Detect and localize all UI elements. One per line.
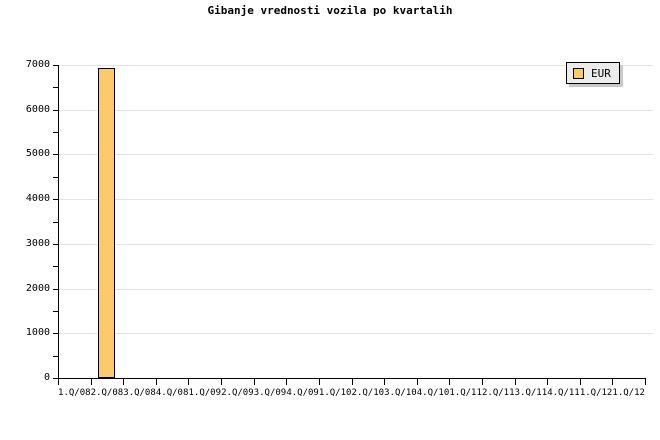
gridline [58, 243, 653, 245]
x-axis-tick [547, 379, 548, 385]
y-axis-tick [53, 288, 58, 290]
x-axis-tick-label: 1.Q/10 [318, 388, 352, 398]
x-axis-tick-label: 4.Q/09 [286, 388, 319, 398]
x-axis-tick-label: 2.Q/11 [481, 388, 515, 398]
x-axis-tick [384, 379, 385, 385]
x-axis-tick-label: 2.Q/09 [221, 388, 254, 398]
x-axis-tick [221, 379, 222, 385]
x-axis-tick-label: 4.Q/08 [155, 388, 189, 398]
y-axis-tick-label: 1000 [25, 327, 50, 339]
x-axis-tick-label: 1.Q/12 [579, 388, 613, 398]
x-axis-tick-label: 2.Q/10 [351, 388, 385, 398]
x-axis-labels: 1.Q/08 2.Q/08 3.Q/08 4.Q/08 1.Q/09 2.Q/09 3.Q/… [0, 387, 660, 401]
x-axis-tick [580, 379, 581, 385]
y-axis-tick-label: 5000 [25, 148, 50, 160]
x-axis-tick-label: 3.Q/09 [253, 388, 287, 398]
x-axis-line [58, 378, 646, 379]
y-axis-tick [53, 355, 58, 357]
legend[interactable]: EUR [566, 62, 620, 84]
x-axis-tick-label: 1.Q/08 [58, 388, 91, 398]
x-axis-tick-label: 3.Q/11 [514, 388, 548, 398]
x-axis-tick-label: 2.Q/08 [90, 388, 124, 398]
x-axis-tick [352, 379, 353, 385]
y-axis-tick-label: 3000 [25, 237, 50, 249]
x-axis-tick [286, 379, 287, 385]
x-axis-tick-label: 3.Q/08 [123, 388, 156, 398]
y-axis-labels: 0 1000 2000 3000 4000 5000 6000 7000 [0, 0, 50, 440]
x-axis-tick [645, 379, 646, 385]
x-axis-tick [515, 379, 516, 385]
legend-swatch-eur [573, 67, 584, 79]
x-axis-tick-label: 1.Q/09 [188, 388, 222, 398]
x-axis-tick [612, 379, 613, 385]
y-axis-tick [53, 310, 58, 312]
y-axis-tick [53, 221, 58, 223]
gridline [58, 154, 653, 156]
gridline [58, 199, 653, 201]
y-axis-tick [53, 199, 58, 201]
y-axis-tick-label: 7000 [25, 59, 50, 70]
y-axis-line [58, 65, 59, 379]
x-axis-tick-label: 3.Q/10 [384, 388, 417, 398]
y-axis-tick [53, 243, 58, 245]
x-axis-tick-label: 4.Q/11 [547, 388, 580, 398]
y-axis-tick [53, 87, 58, 89]
x-axis-tick [449, 379, 450, 385]
x-axis-tick [188, 379, 189, 385]
y-axis-tick [53, 266, 58, 268]
y-axis-tick [53, 132, 58, 134]
gridline [58, 65, 653, 66]
chart-title: Gibanje vrednosti vozila po kvartalih [207, 4, 453, 17]
x-axis-tick [123, 379, 124, 385]
y-axis-tick-label: 6000 [25, 103, 50, 115]
y-axis-tick [53, 154, 58, 156]
x-axis-tick [482, 379, 483, 385]
legend-label-eur: EUR [591, 66, 611, 80]
gridline [58, 109, 653, 111]
x-axis-tick [417, 379, 418, 385]
x-axis-tick [254, 379, 255, 385]
y-axis-tick [53, 176, 58, 178]
y-axis-tick-label: 2000 [25, 282, 50, 294]
y-axis-tick-label: 4000 [25, 193, 50, 205]
x-axis-tick-label: 4.Q/10 [416, 388, 450, 398]
x-axis-tick [58, 379, 59, 385]
y-axis-tick [53, 378, 58, 379]
x-axis-tick-label: 1.Q/11 [449, 388, 482, 398]
plot-area [58, 65, 645, 378]
gridline [58, 288, 653, 290]
gridline [58, 333, 653, 335]
bar [98, 68, 116, 378]
y-axis-tick-label: 0 [43, 372, 50, 383]
x-axis-tick [91, 379, 92, 385]
y-axis-tick [53, 333, 58, 335]
x-axis-tick-label: 1.Q/12 [612, 388, 645, 398]
y-axis-tick [53, 65, 58, 66]
x-axis-tick [319, 379, 320, 385]
gridlines [58, 65, 653, 378]
x-axis-tick [156, 379, 157, 385]
y-axis-tick [53, 109, 58, 111]
